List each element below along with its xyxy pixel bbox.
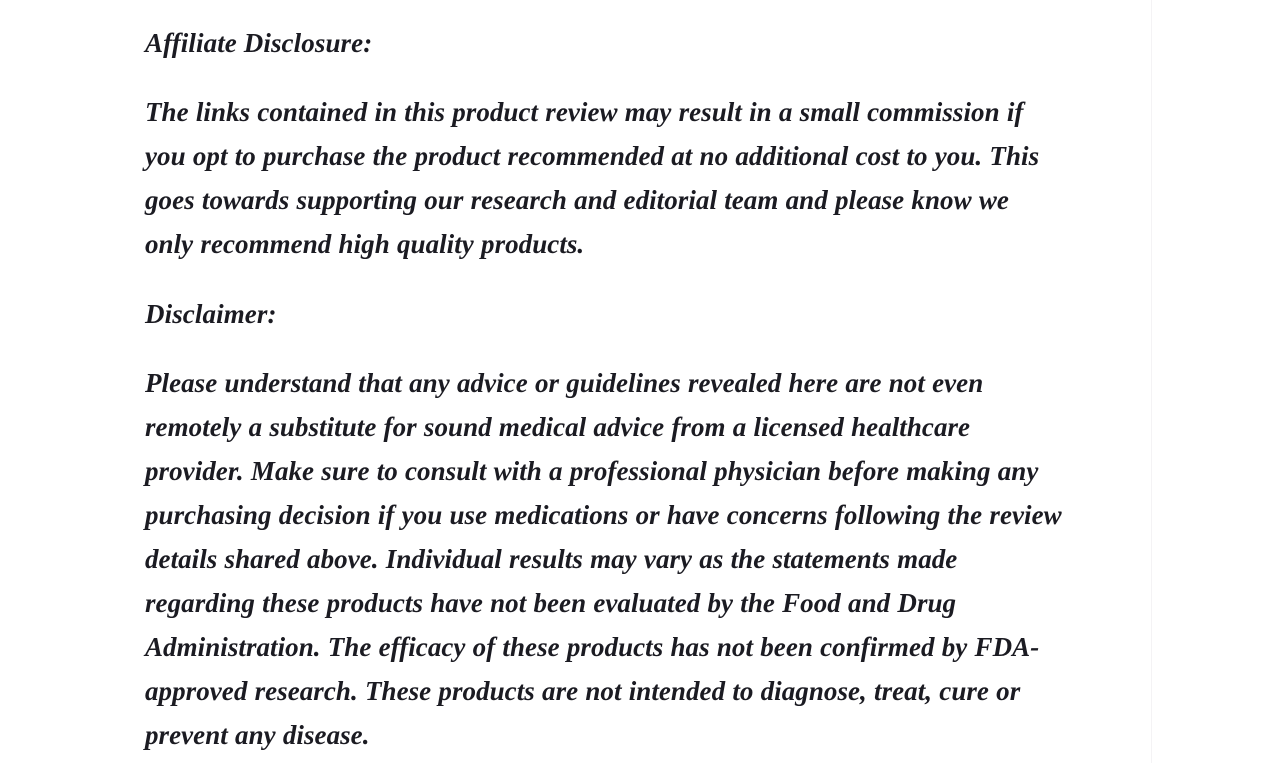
text-line: Administration. The efficacy of these pr…: [145, 632, 1040, 662]
article-content: Affiliate Disclosure: The links containe…: [0, 21, 1151, 757]
text-line: prevent any disease.: [145, 720, 370, 750]
section-disclaimer: Disclaimer: Please understand that any a…: [145, 292, 1148, 757]
text-line: remotely a substitute for sound medical …: [145, 412, 971, 442]
text-line: Please understand that any advice or gui…: [145, 368, 984, 398]
text-line: details shared above. Individual results…: [145, 544, 958, 574]
article-column: Affiliate Disclosure: The links containe…: [0, 0, 1152, 763]
disclaimer-paragraph: Please understand that any advice or gui…: [145, 361, 1148, 757]
sidebar-gutter: [1153, 0, 1280, 763]
text-line: you opt to purchase the product recommen…: [145, 141, 1040, 171]
text-line: goes towards supporting our research and…: [145, 185, 1009, 215]
affiliate-disclosure-paragraph: The links contained in this product revi…: [145, 90, 1148, 266]
text-line: The links contained in this product revi…: [145, 97, 1024, 127]
text-line: provider. Make sure to consult with a pr…: [145, 456, 1039, 486]
text-line: purchasing decision if you use medicatio…: [145, 500, 1062, 530]
section-affiliate-disclosure: Affiliate Disclosure: The links containe…: [145, 21, 1148, 266]
text-line: only recommend high quality products.: [145, 229, 585, 259]
affiliate-disclosure-heading: Affiliate Disclosure:: [145, 28, 373, 58]
text-line: approved research. These products are no…: [145, 676, 1021, 706]
disclaimer-heading: Disclaimer:: [145, 299, 277, 329]
text-line: regarding these products have not been e…: [145, 588, 957, 618]
